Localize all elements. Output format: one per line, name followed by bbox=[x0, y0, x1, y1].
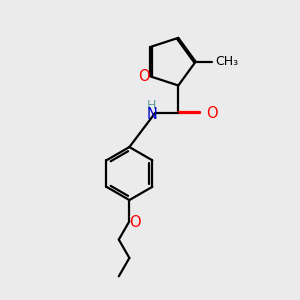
Text: CH₃: CH₃ bbox=[215, 55, 238, 68]
Text: O: O bbox=[206, 106, 218, 121]
Text: O: O bbox=[129, 215, 140, 230]
Text: N: N bbox=[146, 107, 157, 122]
Text: O: O bbox=[138, 69, 150, 84]
Text: H: H bbox=[147, 99, 157, 112]
